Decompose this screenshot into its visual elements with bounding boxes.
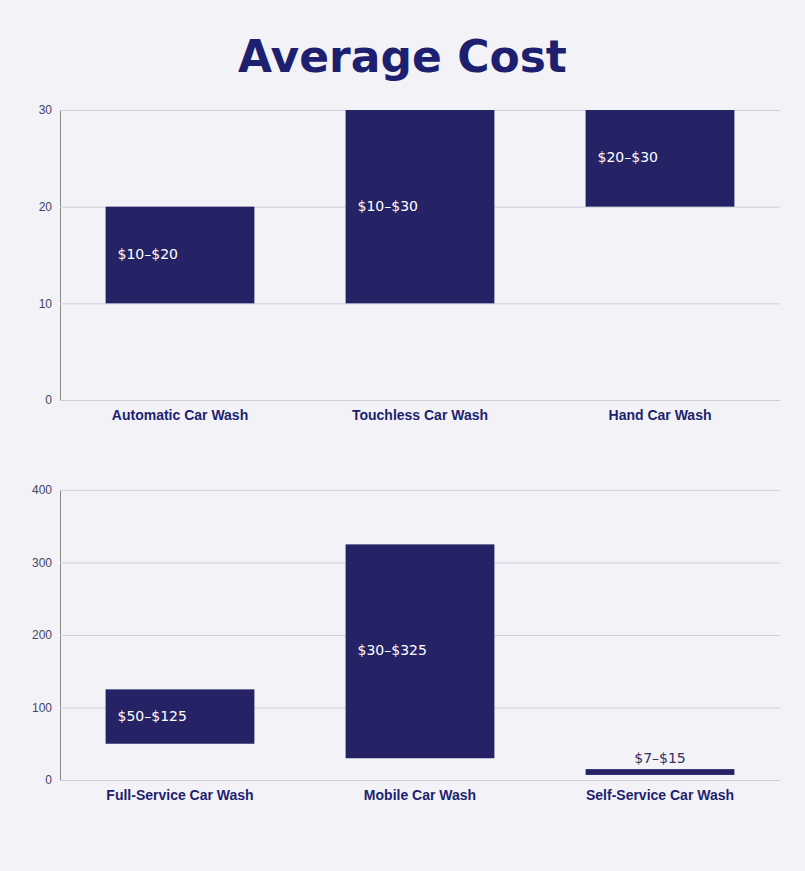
x-tick: Mobile Car Wash [364,780,476,803]
y-tick-label: 100 [32,701,52,715]
y-tick-label: 10 [39,297,53,311]
x-tick-label: Full-Service Car Wash [106,787,253,803]
data-label: $10–$20 [118,246,178,262]
plot: 0 100 200 300 400 Full-Service Car Wash Mobile… [32,483,781,803]
y-tick-label: 0 [45,393,52,407]
data-label: $50–$125 [118,708,187,724]
x-tick: Automatic Car Wash [112,400,248,423]
bars [106,544,735,775]
background [0,0,805,871]
y-axis: 0 10 20 30 [39,103,780,407]
y-tick-label: 300 [32,556,52,570]
data-label: $10–$30 [358,198,418,214]
y-tick-label: 200 [32,628,52,642]
x-tick: Full-Service Car Wash [106,780,253,803]
y-tick: 400 [32,483,780,497]
data-label: $7–$15 [634,750,686,766]
chart-root: Average Cost 0 10 20 30 Automatic Car Wash Tou… [0,0,805,871]
x-axis-line [61,400,781,401]
y-tick: 0 [45,393,780,407]
x-tick-label: Touchless Car Wash [352,407,488,423]
bar [586,110,735,207]
grid-line [60,303,780,304]
data-labels: $50–$125 $30–$325 $7–$15 [118,642,686,766]
grid-line [60,490,780,491]
bar [586,769,735,775]
x-tick-label: Automatic Car Wash [112,407,248,423]
grid-line [60,400,780,401]
bar [346,110,495,303]
x-axis: Full-Service Car Wash Mobile Car Wash Self… [61,780,781,803]
x-axis: Automatic Car Wash Touchless Car Wash Hand… [61,400,781,423]
x-tick: Hand Car Wash [609,400,712,423]
y-tick-label: 30 [39,103,53,117]
y-axis: 0 100 200 300 400 [32,483,780,787]
x-tick: Touchless Car Wash [352,400,488,423]
y-tick-label: 20 [39,200,53,214]
y-tick-label: 400 [32,483,52,497]
grid-line [60,780,780,781]
y-tick-label: 0 [45,773,52,787]
y-axis-line [61,491,781,781]
bar [346,544,495,758]
x-tick: Self-Service Car Wash [586,780,734,803]
plot: 0 10 20 30 Automatic Car Wash Touchless Car W… [39,103,781,423]
bars [106,110,735,303]
bar [106,207,255,304]
bar [106,689,255,743]
title: Average Cost [238,31,567,82]
x-tick-label: Hand Car Wash [609,407,712,423]
data-labels: $10–$20 $10–$30 $20–$30 [118,149,658,262]
x-tick-label: Self-Service Car Wash [586,787,734,803]
y-tick: 0 [45,773,780,787]
x-axis-line [61,780,781,781]
y-axis-line [61,111,781,401]
data-label: $30–$325 [358,642,427,658]
x-tick-label: Mobile Car Wash [364,787,476,803]
data-label: $20–$30 [598,149,658,165]
